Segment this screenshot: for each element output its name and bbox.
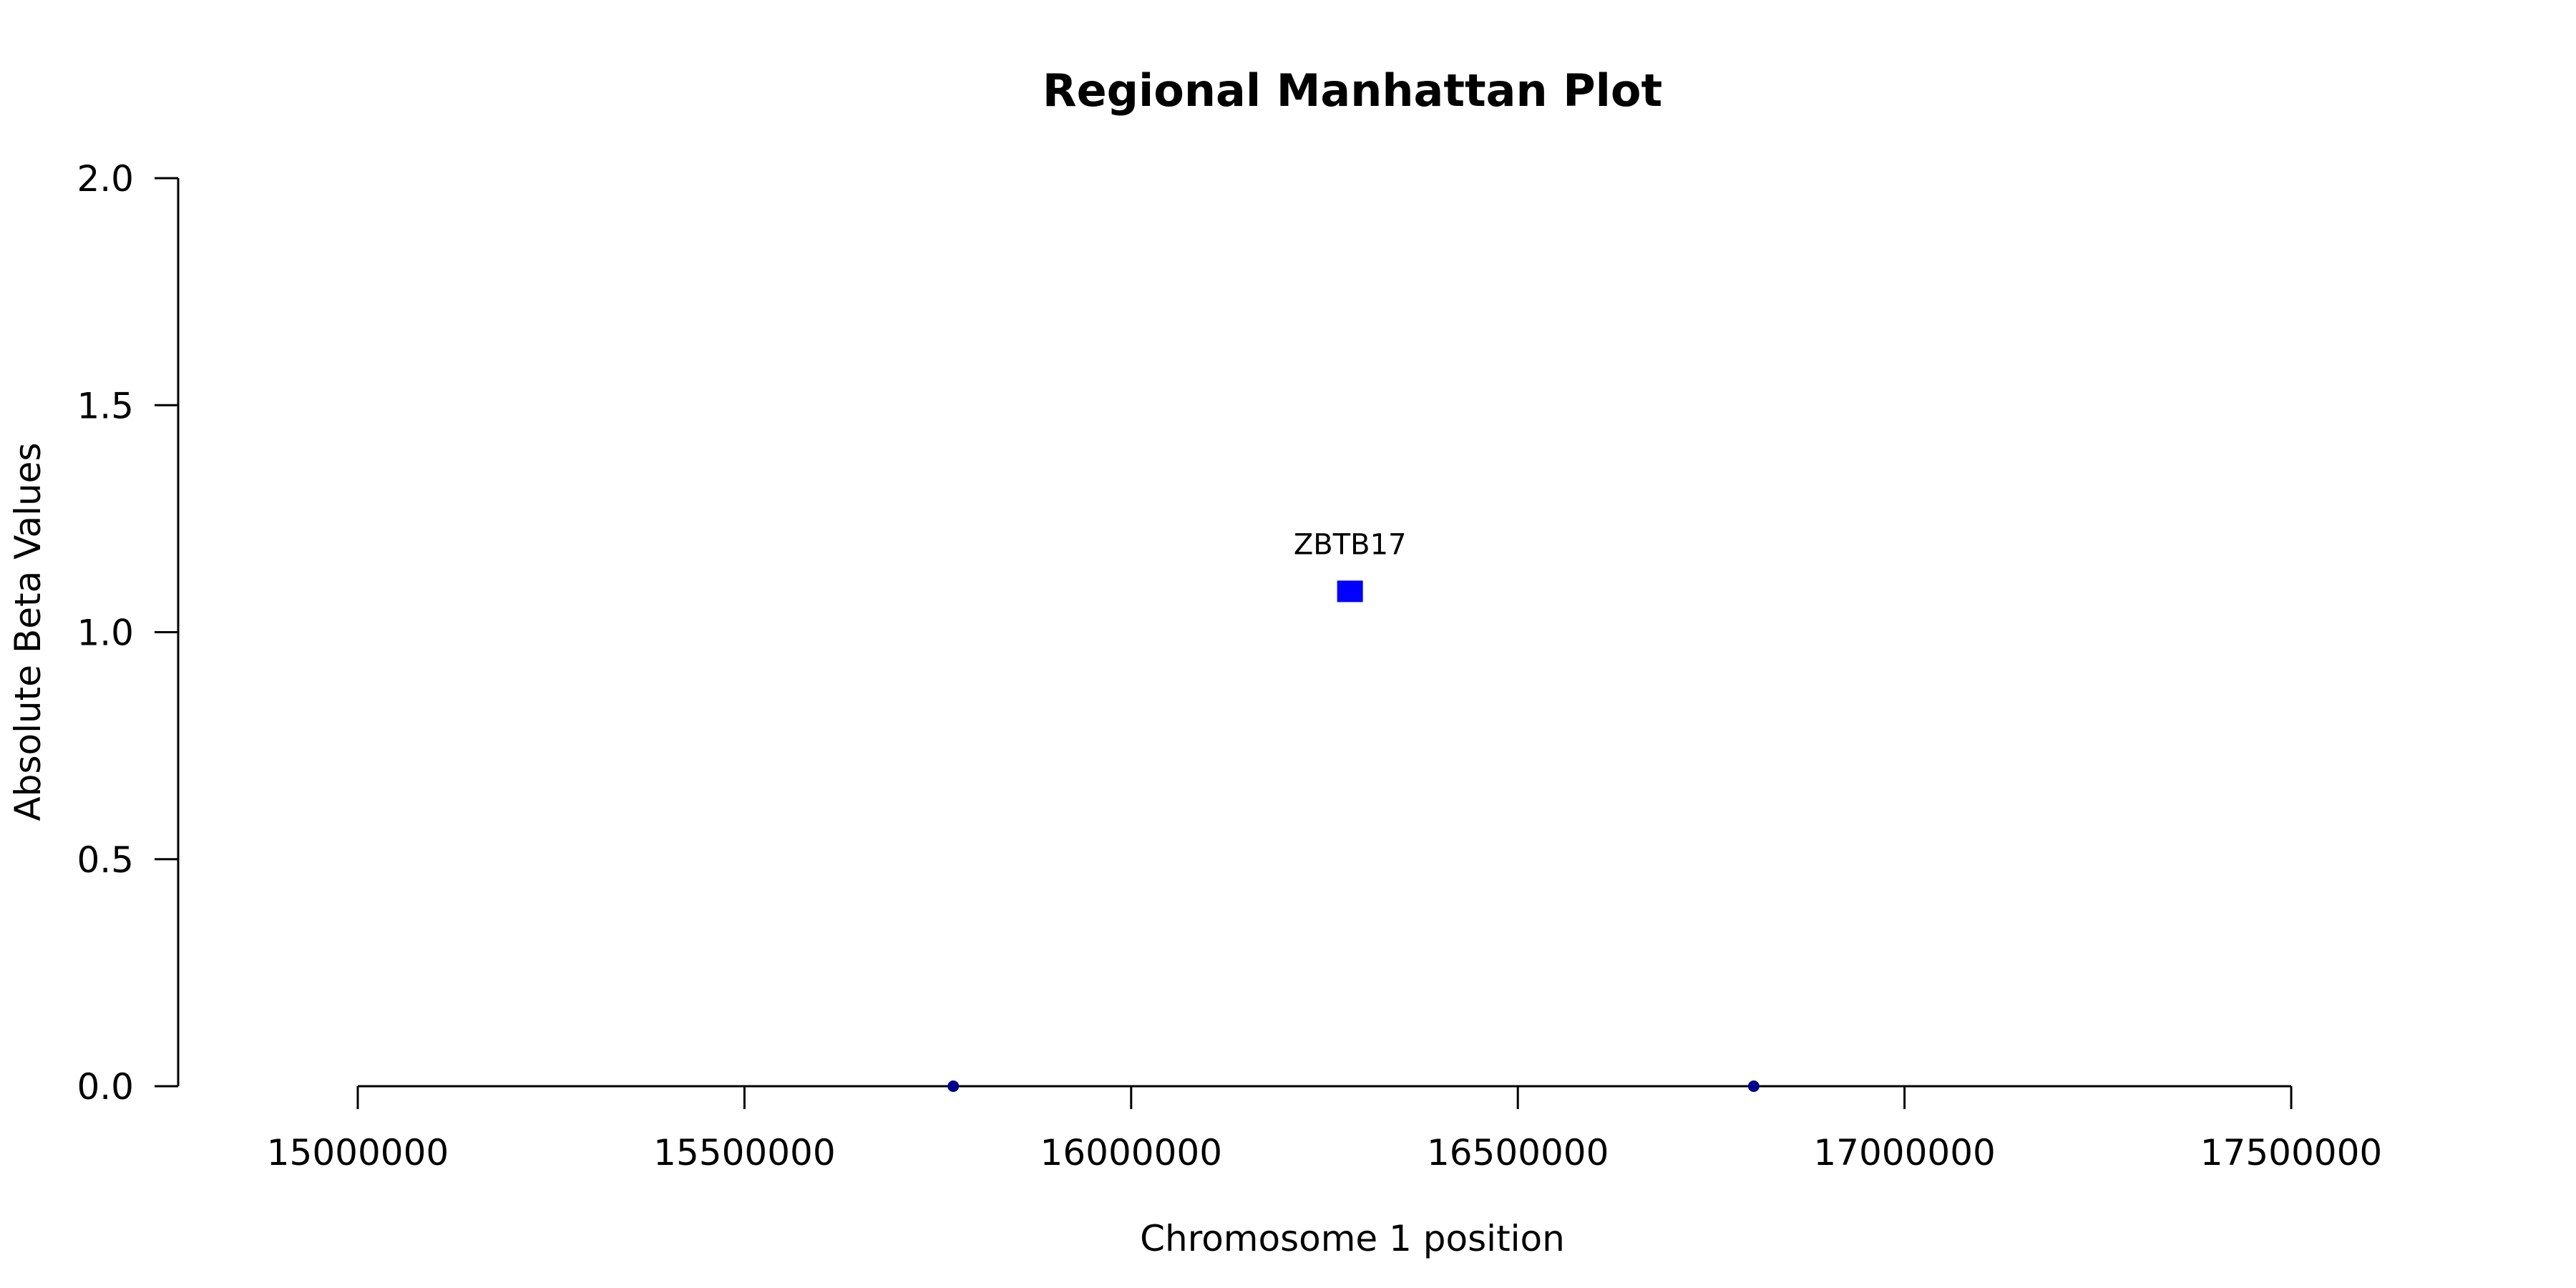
x-axis-label: Chromosome 1 position — [1140, 1218, 1565, 1259]
data-points: ZBTB17 — [947, 528, 1760, 1092]
chart-title: Regional Manhattan Plot — [1043, 64, 1662, 117]
x-tick-label: 15500000 — [653, 1132, 836, 1174]
data-point — [947, 1080, 960, 1092]
x-axis-ticks: 15000000 15500000 16000000 16500000 17000000… — [267, 1086, 2383, 1174]
y-tick-label: 1.0 — [77, 613, 134, 654]
y-axis-ticks: 0.0 0.5 1.0 1.5 2.0 — [77, 158, 178, 1108]
y-tick-label: 1.5 — [77, 385, 134, 426]
point-annotation: ZBTB17 — [1294, 528, 1407, 561]
data-point — [1747, 1080, 1760, 1092]
y-tick-label: 0.0 — [77, 1066, 134, 1108]
y-axis-label: Absolute Beta Values — [7, 443, 49, 821]
x-tick-label: 15000000 — [267, 1132, 449, 1174]
y-tick-label: 2.0 — [77, 158, 134, 200]
x-tick-label: 16500000 — [1427, 1132, 1609, 1174]
x-tick-label: 17000000 — [1813, 1132, 1996, 1174]
data-point-square — [1337, 580, 1363, 602]
x-tick-label: 17500000 — [2200, 1132, 2383, 1174]
y-tick-label: 0.5 — [77, 839, 134, 881]
x-tick-label: 16000000 — [1040, 1132, 1223, 1174]
